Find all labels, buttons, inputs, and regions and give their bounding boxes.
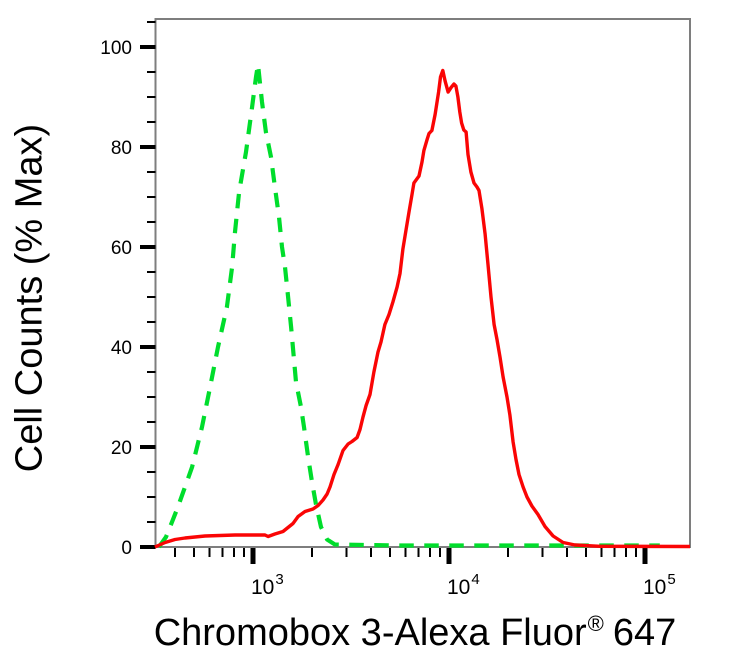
x-tick-label: 105 xyxy=(643,571,676,599)
x-tick-label-exponent: 3 xyxy=(275,571,283,588)
x-tick-label-base: 10 xyxy=(447,576,470,599)
y-tick-label: 60 xyxy=(111,238,132,259)
x-axis-title: Chromobox 3-Alexa Fluor® 647 xyxy=(154,611,677,655)
control-curve xyxy=(157,62,660,549)
y-tick-label: 40 xyxy=(111,338,132,359)
plot-border xyxy=(154,17,692,549)
x-tick-label: 103 xyxy=(251,571,284,599)
x-tick-label-base: 10 xyxy=(643,576,666,599)
x-axis-title-text: Chromobox 3-Alexa Fluor xyxy=(153,612,587,654)
y-tick-label: 0 xyxy=(121,538,132,559)
y-axis-title: Cell Counts (% Max) xyxy=(8,123,51,473)
x-tick-label-base: 10 xyxy=(251,576,274,599)
antibody-curve xyxy=(154,68,691,549)
x-tick-label: 104 xyxy=(447,571,480,599)
registered-trademark-symbol: ® xyxy=(587,611,604,636)
y-tick-label: 100 xyxy=(100,38,132,59)
x-axis-title-suffix: 647 xyxy=(612,612,677,654)
x-tick-label-exponent: 5 xyxy=(667,571,675,588)
y-tick-label: 20 xyxy=(111,438,132,459)
y-tick-label: 80 xyxy=(111,138,132,159)
x-tick-label-exponent: 4 xyxy=(471,571,479,588)
